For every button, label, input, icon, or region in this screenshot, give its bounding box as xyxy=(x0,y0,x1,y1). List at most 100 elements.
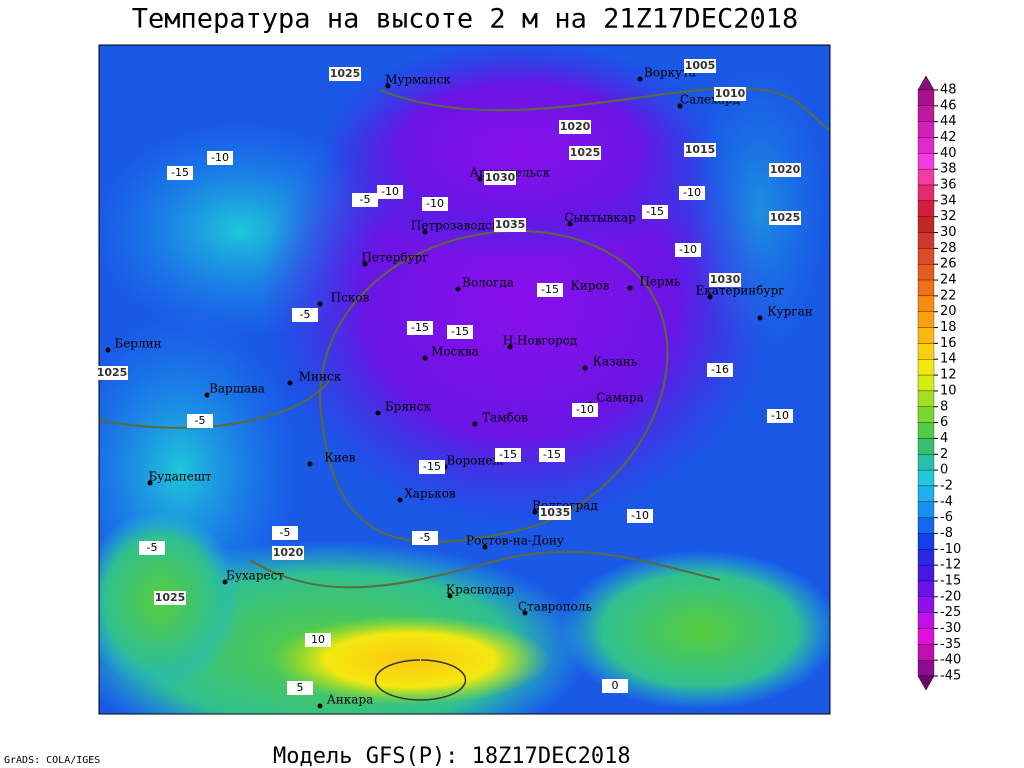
colorbar-swatch xyxy=(917,390,935,407)
temperature-label: -15 xyxy=(451,325,469,338)
temperature-label-bg xyxy=(272,526,298,540)
temperature-label-bg xyxy=(139,541,165,555)
colorbar-label: 12 xyxy=(940,368,957,383)
city-label: Вологда xyxy=(462,276,514,290)
temperature-label-bg xyxy=(539,448,565,462)
temperature-label: -10 xyxy=(211,151,229,164)
temperature-label-bg xyxy=(377,185,403,199)
colorbar-swatch xyxy=(917,644,935,661)
city-marker xyxy=(307,461,313,467)
colorbar-swatch xyxy=(917,137,935,154)
colorbar-label: 0 xyxy=(940,463,948,478)
temperature-label: 5 xyxy=(297,681,304,694)
temperature-label-bg xyxy=(707,363,733,377)
temperature-label-bg xyxy=(412,531,438,545)
colorbar-label: 46 xyxy=(940,98,957,113)
temperature-label-bg xyxy=(572,403,598,417)
temperature-label: -5 xyxy=(195,414,206,427)
colorbar-label: -40 xyxy=(940,653,961,668)
colorbar-swatch xyxy=(917,549,935,566)
colorbar-label: -15 xyxy=(940,573,961,588)
isobar-label-bg xyxy=(272,546,304,560)
isobar-label-bg xyxy=(714,87,746,101)
city-marker xyxy=(455,286,461,292)
colorbar-swatch xyxy=(917,184,935,202)
city-marker xyxy=(317,703,323,709)
isobar-label: 1015 xyxy=(685,143,716,156)
colorbar-swatch xyxy=(917,438,935,455)
temperature-label: -15 xyxy=(646,205,664,218)
city-label: Ставрополь xyxy=(518,600,592,614)
city-label: Брянск xyxy=(385,400,432,414)
colorbar-swatch xyxy=(917,596,935,613)
city-label: Тамбов xyxy=(482,411,528,425)
isobar-label: 1025 xyxy=(330,67,361,80)
city-label: Харьков xyxy=(404,487,456,501)
city-label: Минск xyxy=(299,370,342,384)
colorbar-label: -30 xyxy=(940,621,961,636)
colorbar-label: 24 xyxy=(940,273,957,288)
city-label: Петрозаводск xyxy=(411,219,500,233)
colorbar-label: 26 xyxy=(940,257,957,272)
colorbar-label: -10 xyxy=(940,542,961,557)
temperature-label: -15 xyxy=(499,448,517,461)
city-marker xyxy=(317,301,323,307)
city-marker xyxy=(422,229,428,235)
isobar-label-bg xyxy=(494,218,526,232)
temperature-label: -16 xyxy=(711,363,729,376)
colorbar-label: -8 xyxy=(940,526,953,541)
isobar-label-bg xyxy=(684,143,716,157)
city-marker xyxy=(105,347,111,353)
colorbar-swatch xyxy=(917,485,935,502)
colorbar-label: 22 xyxy=(940,288,957,303)
colorbar-label: -35 xyxy=(940,637,961,652)
temperature-label-bg xyxy=(537,283,563,297)
city-label: Сыктывкар xyxy=(564,211,636,225)
city-label: Пермь xyxy=(639,275,681,289)
colorbar-swatch xyxy=(917,501,935,518)
city-marker xyxy=(422,355,428,361)
city-marker xyxy=(397,497,403,503)
temperature-label: -5 xyxy=(280,526,291,539)
city-marker xyxy=(222,579,228,585)
temperature-label-bg xyxy=(419,460,445,474)
colorbar-label: 42 xyxy=(940,130,957,145)
colorbar-label: 14 xyxy=(940,352,957,367)
colorbar-swatch xyxy=(917,200,935,217)
temperature-label: -10 xyxy=(771,409,789,422)
city-marker xyxy=(567,221,573,227)
isobar-label: 1020 xyxy=(560,120,591,133)
temperature-label-bg xyxy=(627,509,653,523)
city-marker xyxy=(287,380,293,386)
colorbar-swatch xyxy=(917,406,935,423)
temperature-label-bg xyxy=(495,448,521,462)
city-marker xyxy=(707,294,713,300)
isobar-label: 1025 xyxy=(770,211,801,224)
isobar-label-bg xyxy=(154,591,186,605)
colorbar-swatch xyxy=(917,517,935,534)
colorbar-swatch xyxy=(917,533,935,550)
temperature-label: -15 xyxy=(171,166,189,179)
colorbar-swatch xyxy=(917,359,935,376)
city-label: Киров xyxy=(571,279,610,293)
city-marker xyxy=(477,176,483,182)
isobar-label-bg xyxy=(769,211,801,225)
city-marker xyxy=(532,509,538,515)
city-label: Варшава xyxy=(209,382,265,396)
colorbar-end xyxy=(917,675,935,691)
colorbar-label: -12 xyxy=(940,558,961,573)
isobar-label: 1025 xyxy=(570,146,601,159)
colorbar-label: 32 xyxy=(940,209,957,224)
colorbar-swatch xyxy=(917,279,935,297)
temperature-label-bg xyxy=(292,308,318,322)
colorbar-label: 28 xyxy=(940,241,957,256)
temperature-label: -10 xyxy=(576,403,594,416)
temperature-label: -5 xyxy=(300,308,311,321)
city-marker xyxy=(507,344,513,350)
colorbar-swatch xyxy=(917,153,935,170)
city-label: Петербург xyxy=(361,251,428,265)
city-label: Мурманск xyxy=(385,73,451,87)
city-label: Москва xyxy=(431,345,479,359)
colorbar-label: 48 xyxy=(940,83,957,98)
